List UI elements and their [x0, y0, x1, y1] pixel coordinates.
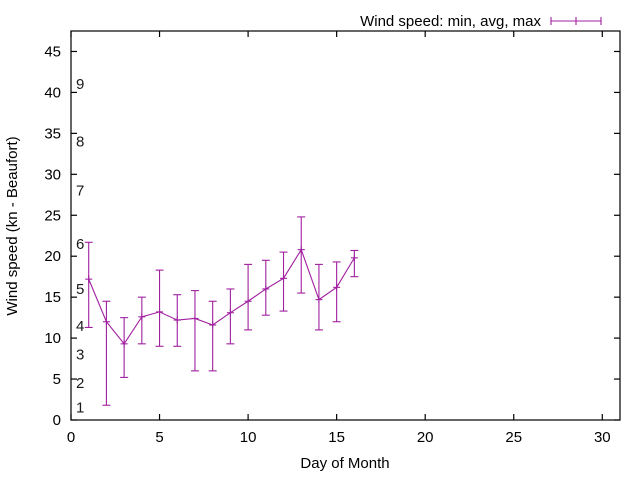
y-tick-label: 30: [44, 166, 61, 183]
avg-line: [88, 248, 355, 345]
beaufort-label: 3: [76, 346, 84, 363]
x-tick-label: 5: [155, 429, 163, 446]
x-tick-label: 20: [417, 429, 434, 446]
beaufort-label: 6: [76, 236, 84, 253]
error-bar: [120, 317, 129, 378]
x-tick-label: 0: [67, 429, 75, 446]
beaufort-label: 8: [76, 134, 84, 151]
error-bar: [244, 263, 253, 331]
beaufort-label: 7: [76, 183, 84, 200]
x-axis: 0 5 10 15 20 25 30: [67, 31, 611, 446]
plot-border: [70, 30, 621, 421]
error-bar: [350, 249, 359, 278]
y-tick-label: 20: [44, 248, 61, 265]
error-bar: [332, 261, 341, 323]
error-bar: [208, 300, 217, 372]
x-tick-label: 15: [328, 429, 345, 446]
plot-frame: [70, 30, 621, 421]
beaufort-label: 4: [76, 318, 84, 335]
beaufort-label: 5: [76, 281, 84, 298]
error-bar: [155, 269, 164, 347]
legend-label: Wind speed: min, avg, max: [360, 13, 541, 30]
y-tick-label: 25: [44, 207, 61, 224]
y-tick-label: 0: [53, 412, 61, 429]
x-tick-label: 10: [240, 429, 257, 446]
y-tick-label: 40: [44, 84, 61, 101]
y-tick-label: 35: [44, 125, 61, 142]
y-tick-label: 15: [44, 289, 61, 306]
error-bar: [102, 300, 111, 406]
error-bar: [226, 288, 235, 345]
x-tick-label: 30: [594, 429, 611, 446]
y-tick-label: 45: [44, 43, 61, 60]
beaufort-scale-labels: 1 2 3 4 5 6 7 8 9: [76, 76, 84, 416]
beaufort-label: 2: [76, 375, 84, 392]
beaufort-label: 1: [76, 400, 84, 417]
error-bar: [190, 290, 199, 372]
y-tick-label: 5: [53, 371, 61, 388]
y-tick-label: 10: [44, 330, 61, 347]
beaufort-label: 9: [76, 76, 84, 93]
data-series: [84, 216, 359, 406]
error-bar: [279, 251, 288, 312]
y-axis-title: Wind speed (kn - Beaufort): [4, 136, 21, 315]
chart-legend: Wind speed: min, avg, max: [360, 13, 602, 30]
x-axis-title: Day of Month: [300, 455, 389, 472]
x-tick-label: 25: [505, 429, 522, 446]
